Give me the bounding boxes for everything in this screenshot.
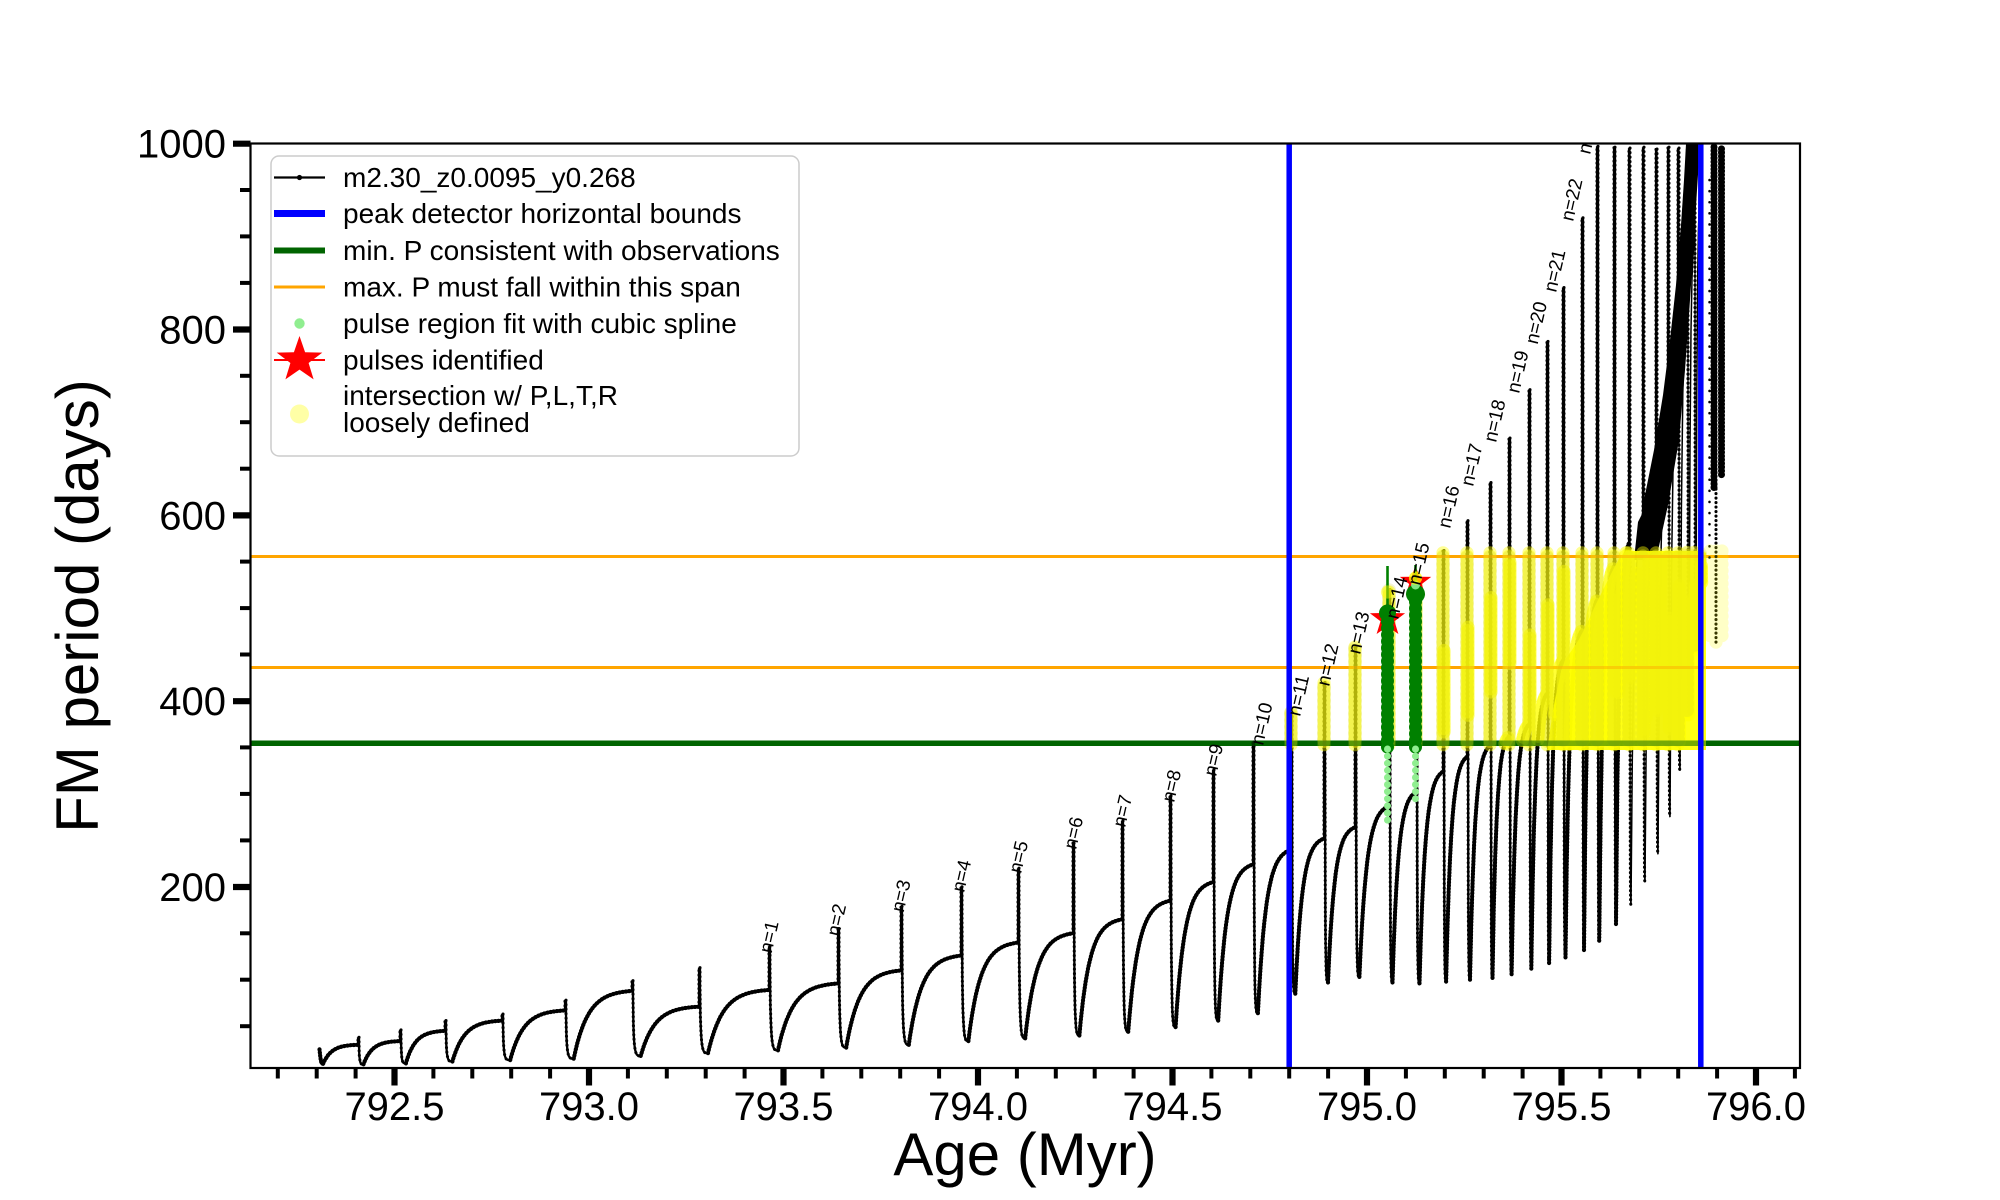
svg-text:793.5: 793.5: [733, 1085, 833, 1129]
svg-text:792.5: 792.5: [344, 1085, 444, 1129]
svg-text:800: 800: [159, 309, 226, 353]
svg-text:m2.30_z0.0095_y0.268: m2.30_z0.0095_y0.268: [343, 162, 636, 193]
svg-text:pulses identified: pulses identified: [343, 345, 544, 376]
svg-text:loosely defined: loosely defined: [343, 407, 530, 438]
svg-text:1000: 1000: [137, 123, 226, 167]
svg-text:795.0: 795.0: [1317, 1085, 1417, 1129]
svg-text:max. P must fall within this s: max. P must fall within this span: [343, 272, 741, 303]
svg-text:400: 400: [159, 680, 226, 724]
svg-text:intersection w/ P,L,T,R: intersection w/ P,L,T,R: [343, 380, 618, 411]
svg-text:min. P consistent with observa: min. P consistent with observations: [343, 235, 780, 266]
svg-text:793.0: 793.0: [539, 1085, 639, 1129]
svg-text:Age (Myr): Age (Myr): [893, 1121, 1156, 1188]
svg-text:600: 600: [159, 494, 226, 538]
svg-text:794.0: 794.0: [928, 1085, 1028, 1129]
svg-text:796.0: 796.0: [1706, 1085, 1806, 1129]
svg-text:pulse region fit with cubic sp: pulse region fit with cubic spline: [343, 308, 737, 339]
svg-text:200: 200: [159, 866, 226, 910]
svg-text:peak detector horizontal bound: peak detector horizontal bounds: [343, 198, 742, 229]
svg-text:794.5: 794.5: [1122, 1085, 1222, 1129]
svg-text:FM period (days): FM period (days): [44, 379, 111, 832]
svg-text:795.5: 795.5: [1511, 1085, 1611, 1129]
